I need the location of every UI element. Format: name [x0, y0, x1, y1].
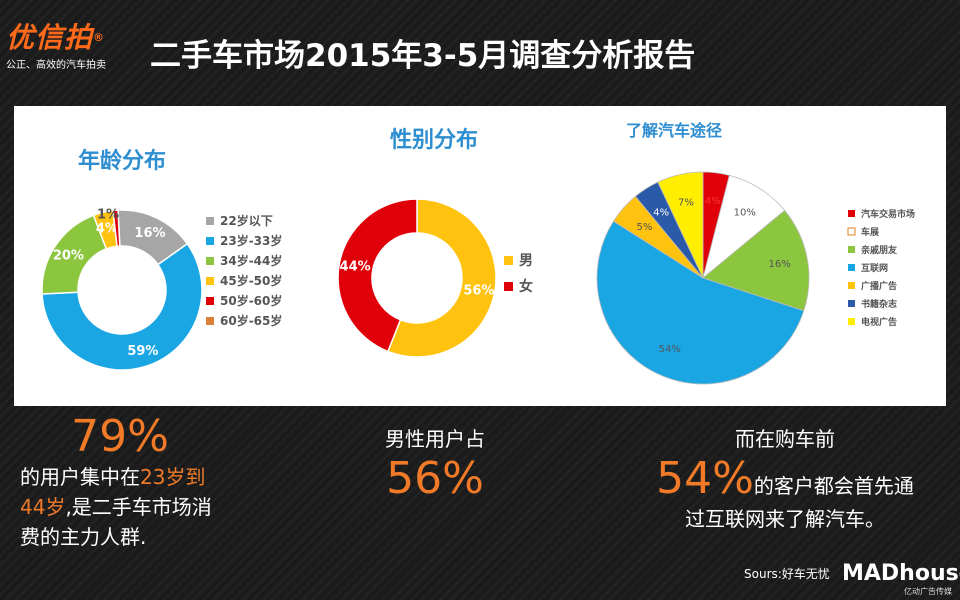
age-legend-swatch-2: [206, 257, 214, 265]
gender-stat-value: 56%: [386, 453, 484, 504]
channel-data-label-3: 54%: [659, 344, 681, 355]
channel-data-label-4: 5%: [637, 222, 653, 233]
brand-subtitle: 亿动广告传媒: [904, 587, 952, 596]
age-legend-label-0: 22岁以下: [220, 213, 273, 228]
channel-legend-swatch-1: [847, 227, 856, 236]
gender-legend-label-1: 女: [519, 278, 533, 295]
age-stat-text-2: ,是二手车市场消: [65, 495, 212, 519]
age-chart-title: 年龄分布: [78, 148, 166, 174]
channel-stat-value: 54%: [656, 453, 754, 504]
channel-chart-title: 了解汽车途径: [626, 121, 722, 140]
source-note: Sours:好车无忧: [744, 567, 830, 581]
channel-legend-swatch-2: [848, 246, 855, 253]
channel-legend-label-5: 书籍杂志: [861, 298, 897, 310]
age-data-label-0: 16%: [134, 226, 165, 241]
channel-legend-label-2: 亲戚朋友: [861, 244, 897, 256]
gender-chart-title: 性别分布: [390, 127, 478, 153]
channel-slice-2: [702, 209, 810, 312]
channel-legend-label-6: 电视广告: [861, 316, 897, 328]
channel-legend-label-3: 互联网: [861, 262, 888, 274]
age-legend-label-1: 23岁-33岁: [220, 233, 282, 248]
age-data-label-1: 59%: [127, 344, 158, 359]
age-legend-swatch-1: [206, 237, 214, 245]
channel-data-label-6: 7%: [678, 197, 694, 208]
age-legend-label-3: 45岁-50岁: [220, 273, 282, 288]
gender-data-label-1: 44%: [340, 260, 371, 275]
gender-data-label-0: 56%: [463, 283, 494, 298]
channel-data-label-0: 4%: [705, 196, 721, 207]
age-data-label-2: 20%: [53, 249, 84, 264]
gender-slice-0: [386, 198, 497, 358]
channel-legend-swatch-6: [848, 318, 855, 325]
gender-legend-swatch-1: [504, 282, 513, 291]
channel-slice-6: [657, 171, 704, 279]
channel-legend-swatch-4: [848, 282, 855, 289]
channel-legend-label-4: 广播广告: [861, 280, 897, 292]
channel-data-label-1: 10%: [734, 208, 756, 219]
channel-legend-label-1: 车展: [861, 226, 879, 238]
logo-tagline: 公正、高效的汽车拍卖: [6, 60, 106, 71]
age-legend-swatch-0: [206, 217, 214, 225]
company-logo: 优信拍® 公正、高效的汽车拍卖: [6, 21, 140, 72]
age-slice-1: [41, 242, 203, 371]
age-legend-label-2: 34岁-44岁: [220, 253, 282, 268]
gender-stat-text: 男性用户占: [385, 427, 485, 451]
age-legend-label-4: 50岁-60岁: [220, 293, 282, 308]
chart-panel: 年龄分布 16% 22岁以下 59% 23岁-33岁 20% 34岁-44岁 4% 45岁-50…: [14, 106, 946, 406]
charts-svg: 年龄分布 16% 22岁以下 59% 23岁-33岁 20% 34岁-44岁 4% 45岁-50…: [41, 121, 915, 385]
age-stat-highlight-2: 44岁: [20, 495, 66, 519]
gender-legend-swatch-0: [504, 256, 513, 265]
channel-data-label-5: 4%: [653, 208, 669, 219]
age-stat-highlight-1: 23岁到: [140, 465, 206, 489]
registered-mark: ®: [93, 31, 106, 44]
age-legend-swatch-4: [206, 297, 214, 305]
gender-slice-1: [337, 198, 418, 353]
age-slice-4: [112, 209, 121, 248]
age-stat-value: 79%: [71, 411, 169, 462]
channel-data-label-2: 16%: [769, 259, 791, 270]
channel-legend-swatch-5: [848, 300, 855, 307]
channel-stat: 而在购车前 54%的客户都会首先通 过互联网来了解汽车。: [630, 424, 940, 534]
age-stat-text-1: 的用户集中在: [20, 465, 140, 489]
age-stat: 79% 的用户集中在23岁到 44岁,是二手车市场消 费的主力人群.: [20, 412, 266, 552]
brand-logo: MADhouse 亿动广告传媒: [842, 561, 960, 597]
channel-legend-label-0: 汽车交易市场: [861, 208, 915, 220]
channel-legend-swatch-3: [848, 264, 855, 271]
brand-name: MADhouse: [842, 561, 960, 586]
gender-stat: 男性用户占 56%: [350, 424, 520, 504]
age-data-label-3: 4%: [96, 221, 118, 236]
page-title: 二手车市场2015年3-5月调查分析报告: [150, 38, 696, 74]
gender-legend-label-0: 男: [519, 253, 533, 269]
logo-name: 优信拍: [6, 21, 94, 54]
channel-legend-swatch-0: [848, 210, 855, 217]
age-stat-text-3: 费的主力人群.: [20, 525, 147, 549]
age-legend-label-5: 60岁-65岁: [220, 313, 282, 328]
channel-stat-text-3: 过互联网来了解汽车。: [685, 507, 885, 531]
age-legend-swatch-3: [206, 277, 214, 285]
channel-stat-text-1: 而在购车前: [735, 427, 835, 451]
channel-slice-3: [596, 220, 805, 385]
channel-stat-text-2: 的客户都会首先通: [753, 474, 914, 498]
age-legend-swatch-5: [206, 317, 214, 325]
age-data-label-4: 1%: [97, 208, 119, 223]
